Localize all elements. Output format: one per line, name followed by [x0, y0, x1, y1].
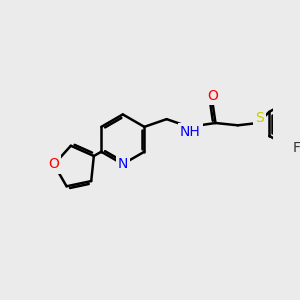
Text: O: O: [207, 89, 218, 103]
Text: NH: NH: [180, 125, 201, 140]
Text: O: O: [49, 158, 59, 172]
Text: S: S: [255, 111, 264, 125]
Text: F: F: [292, 141, 300, 155]
Text: N: N: [118, 157, 128, 171]
